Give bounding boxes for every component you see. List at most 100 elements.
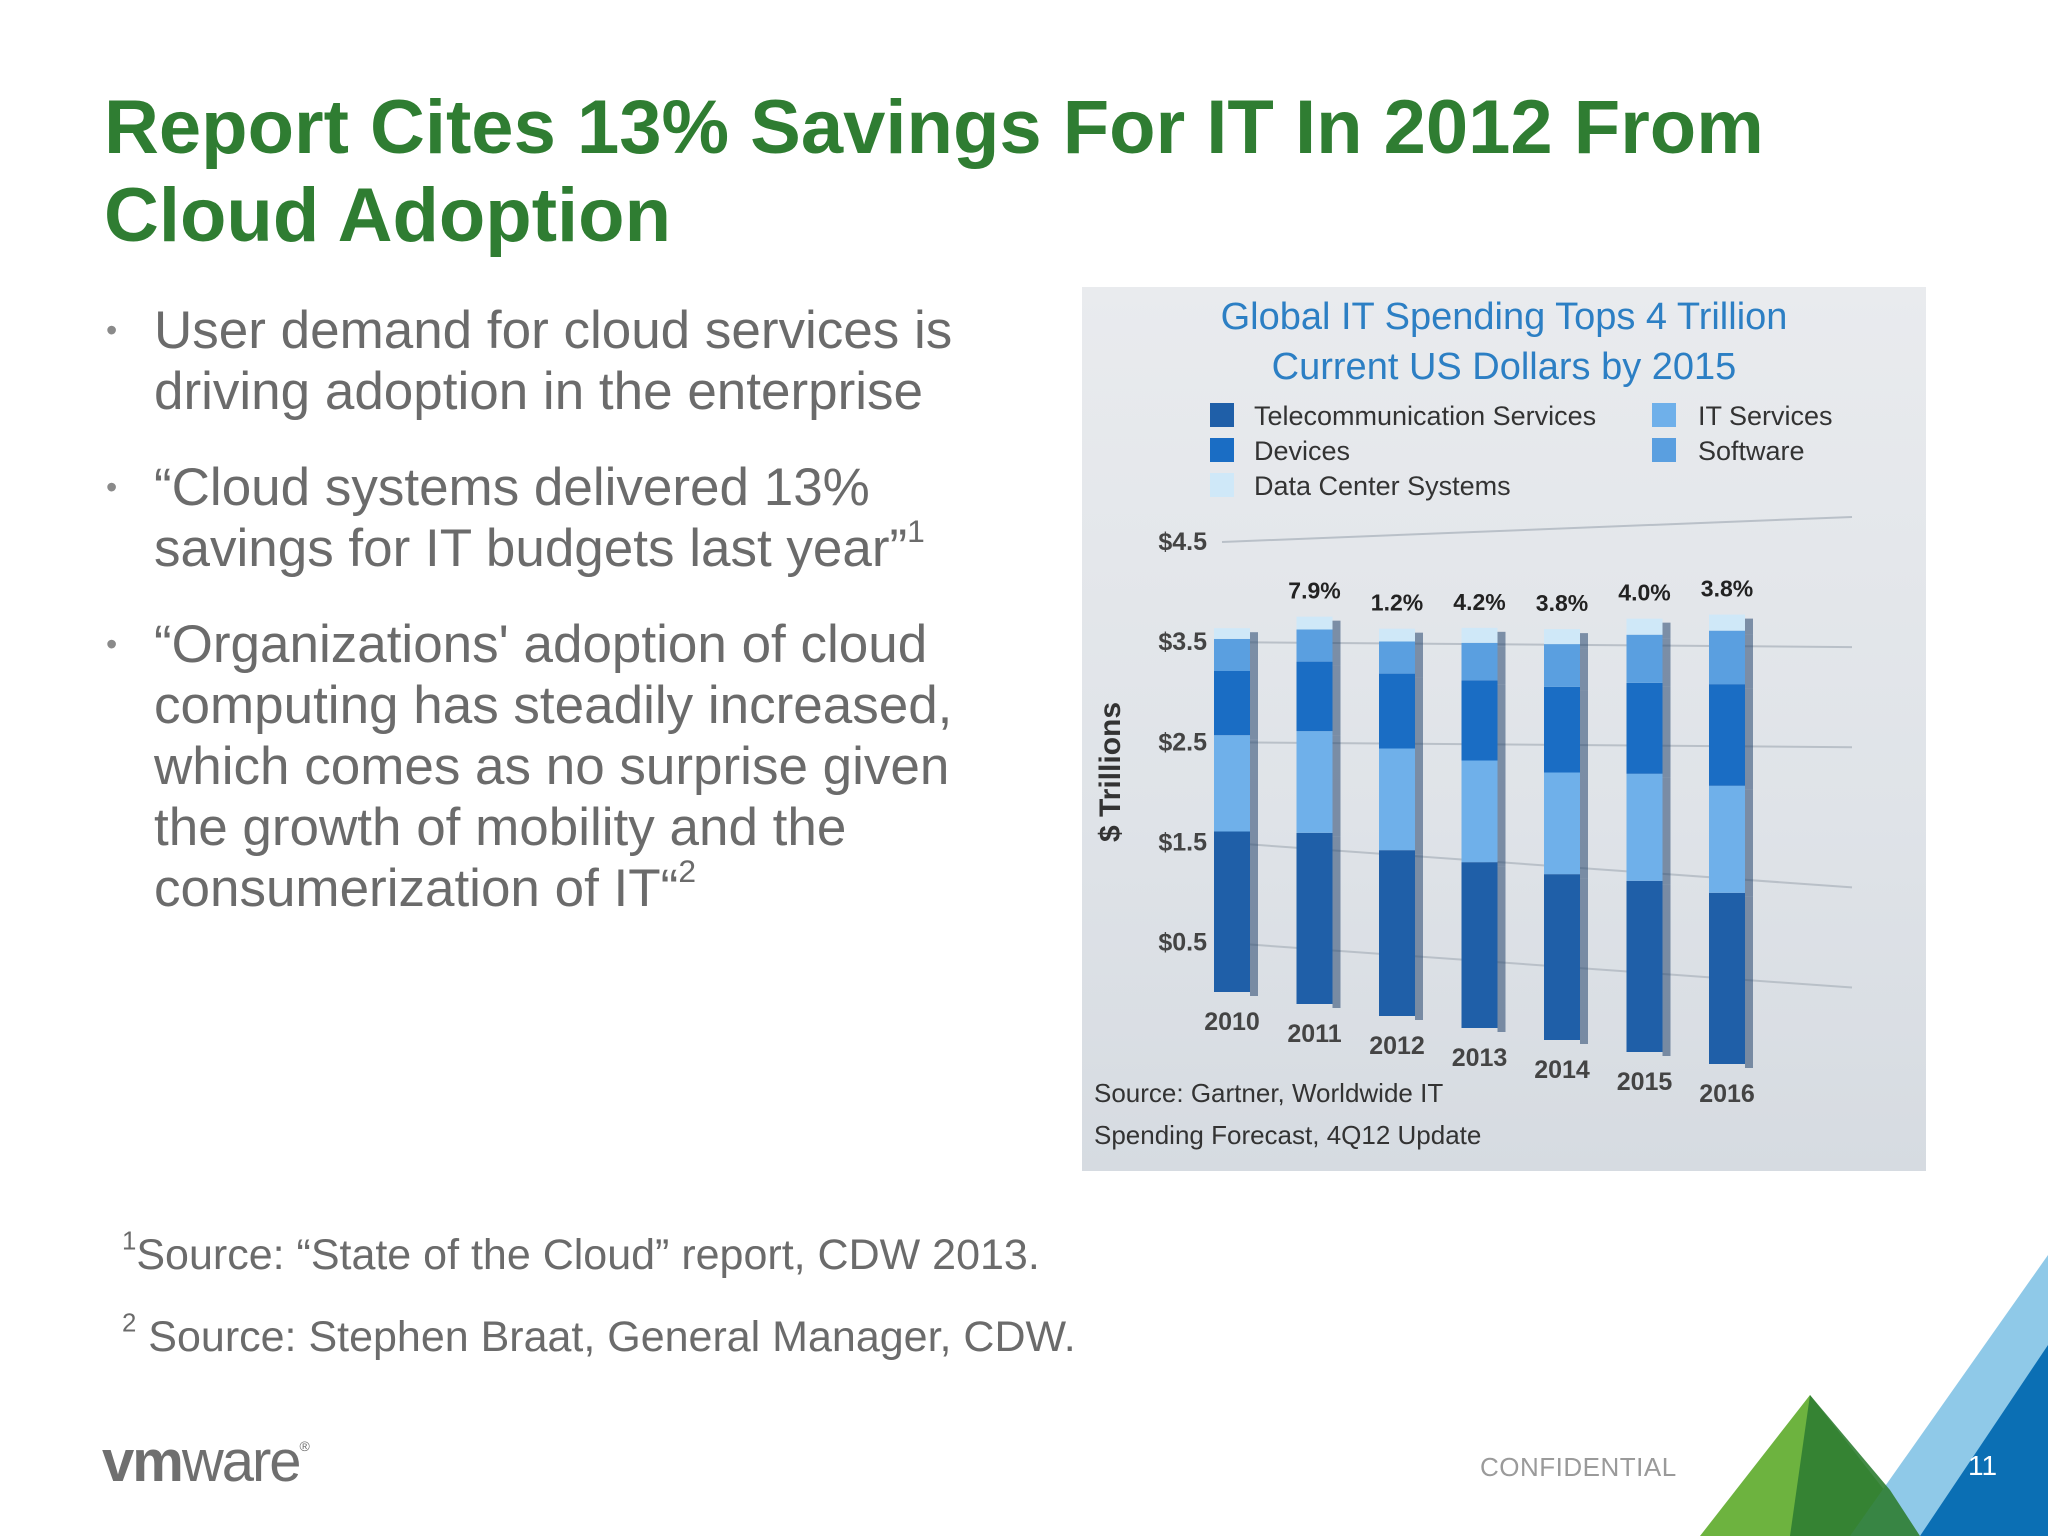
bullet-footnote-ref: 2 [678,853,696,890]
bullet-dot-icon: • [106,469,118,505]
bar-segment-side [1250,675,1258,740]
bar-segment-side [1415,752,1423,855]
bar-segment [1214,831,1250,992]
growth-data-label: 1.2% [1371,590,1423,616]
logo-vm: vm [102,1429,184,1494]
growth-data-label: 4.2% [1453,589,1505,615]
chart-source-line: Source: Gartner, Worldwide IT [1094,1078,1443,1108]
bar-segment-side [1415,645,1423,678]
bar-segment [1461,862,1498,1028]
bar-segment-side [1332,836,1341,1008]
growth-data-label: 3.8% [1536,590,1588,616]
legend-swatch [1210,403,1234,427]
bar-segment [1709,892,1745,1064]
bar-segment-side [1332,665,1341,736]
bar-segment-side [1580,776,1588,879]
bullet-text: “Cloud systems delivered 13% savings for… [154,458,908,578]
gridline [1221,516,1853,543]
bar-segment-side [1662,622,1671,639]
bar-segment [1296,832,1333,1004]
bullet-footnote-ref: 1 [907,513,925,550]
bar-segment-side [1580,878,1588,1044]
y-axis-label: $ Trillions [1094,702,1127,842]
bar-segment [1379,748,1415,851]
x-tick-label: 2012 [1369,1032,1425,1060]
bar-segment-side [1497,646,1506,685]
footnote-1: 1Source: “State of the Cloud” report, CD… [122,1227,1322,1280]
bar-segment-side [1497,631,1506,647]
bar-segment-side [1745,618,1753,635]
bar-segment [1544,629,1580,645]
bar-segment-side [1250,632,1258,643]
y-tick-label: $4.5 [1158,528,1207,556]
bar-segment-side [1580,648,1588,691]
bar-segment-side [1250,739,1258,836]
bar-segment [1626,880,1663,1052]
bar-segment-side [1745,634,1753,689]
bullet-text: “Organizations' adoption of cloud comput… [154,615,953,918]
bar-segment [1709,684,1745,786]
slide-title: Report Cites 13% Savings For IT In 2012 … [104,85,1764,258]
bar-segment [1626,682,1663,774]
bullet-list: • User demand for cloud services is driv… [104,300,1024,954]
bar-segment-side [1415,854,1423,1020]
growth-data-label: 7.9% [1288,578,1340,604]
y-tick-label: $3.5 [1158,628,1207,656]
bar-segment [1296,629,1333,662]
x-tick-label: 2011 [1287,1020,1341,1048]
bar-segment-side [1497,866,1506,1032]
bar-segment-side [1250,642,1258,675]
legend-label: Devices [1254,436,1350,466]
x-tick-label: 2016 [1699,1080,1755,1108]
bar-segment-side [1332,620,1341,634]
x-tick-label: 2010 [1204,1008,1260,1036]
bar-segment [1296,616,1333,630]
bar-segment [1461,642,1498,681]
bar-segment [1709,614,1745,631]
chart-source-line: Spending Forecast, 4Q12 Update [1094,1120,1481,1150]
footnotes: 1Source: “State of the Cloud” report, CD… [122,1227,1322,1394]
growth-data-label: 3.8% [1701,576,1753,602]
growth-data-label: 4.0% [1618,580,1670,606]
bar-segment-side [1745,789,1753,897]
bar-segment [1626,618,1663,635]
bar-segment [1626,634,1663,683]
bar-segment-side [1662,686,1671,778]
confidential-label: CONFIDENTIAL [1480,1452,1677,1482]
legend-label: Data Center Systems [1254,471,1511,501]
bar-segment-side [1662,884,1671,1056]
bar-segment [1461,627,1498,643]
x-tick-label: 2014 [1534,1056,1590,1084]
chart-title-line: Current US Dollars by 2015 [1272,346,1737,388]
bar-segment-side [1580,633,1588,649]
stacked-bar-chart: Global IT Spending Tops 4 Trillion Curren… [1094,296,1853,1150]
chart-image: Global IT Spending Tops 4 Trillion Curren… [1082,287,1926,1171]
bar-segment [1214,735,1250,832]
bar-segment [1544,874,1580,1040]
bar-segment-side [1580,690,1588,777]
bar-segment-side [1662,638,1671,687]
footnote-marker: 2 [122,1309,137,1338]
bar-segment [1544,772,1580,875]
bar-segment [1379,628,1415,642]
bar-segment-side [1415,632,1423,646]
bar-segment-side [1332,633,1341,666]
footnote-text: Source: “State of the Cloud” report, CDW… [136,1231,1040,1279]
bar-segment-side [1250,835,1258,996]
bar-segment [1214,638,1250,671]
bullet-item: • “Organizations' adoption of cloud comp… [104,614,1024,919]
legend-label: Software [1698,436,1805,466]
footnote-marker: 1 [122,1227,137,1256]
bullet-item: • User demand for cloud services is driv… [104,300,1024,422]
page-number: 11 [1968,1450,1998,1481]
bar-segment [1214,628,1250,639]
bar-segment [1461,760,1498,863]
legend-label: IT Services [1698,401,1833,431]
bullet-dot-icon: • [106,312,118,348]
bar-segment [1296,661,1333,732]
x-tick-label: 2015 [1617,1068,1673,1096]
bar-segment [1709,785,1745,893]
bar-segment [1379,641,1415,674]
bar-segment [1379,850,1415,1016]
